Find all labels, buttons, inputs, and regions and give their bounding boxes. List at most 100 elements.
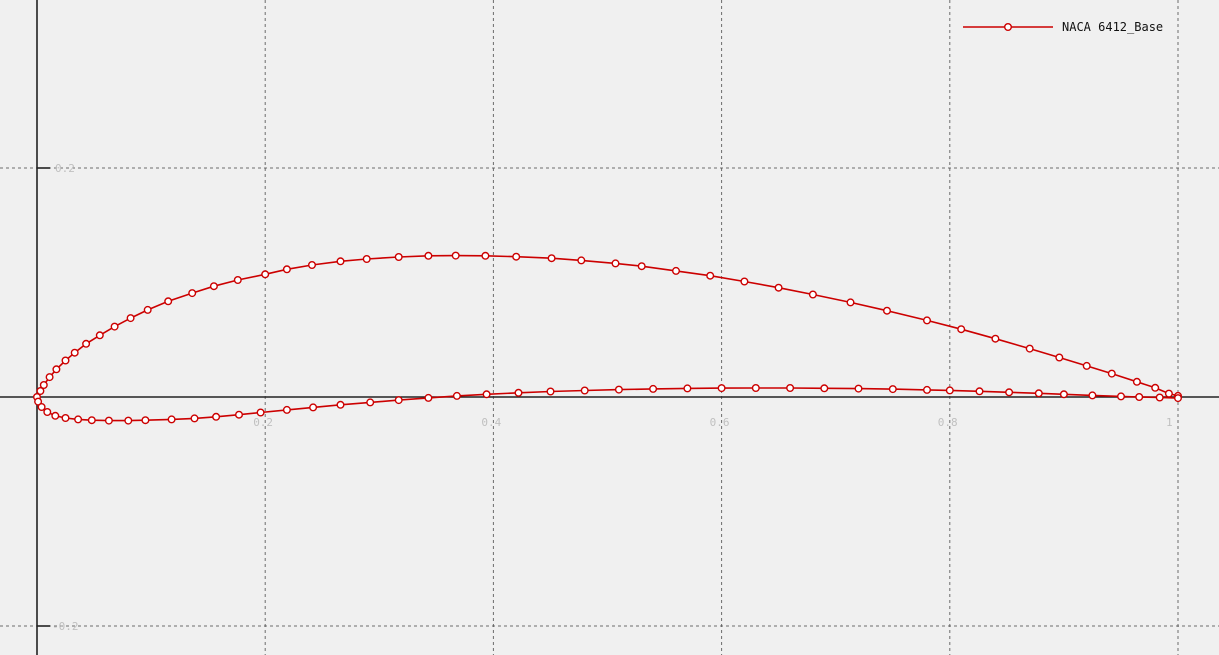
y-tick-label: -0.2	[52, 620, 79, 633]
data-point	[234, 410, 243, 419]
data-point	[577, 256, 586, 265]
data-point	[514, 388, 523, 397]
data-point	[1151, 383, 1160, 392]
data-point	[1116, 392, 1125, 401]
data-point	[481, 251, 490, 260]
data-point	[740, 277, 749, 286]
data-point	[45, 373, 54, 382]
data-point	[774, 283, 783, 292]
data-point	[512, 252, 521, 261]
data-point	[945, 386, 954, 395]
data-point	[209, 282, 218, 291]
data-point	[52, 365, 61, 374]
data-point	[547, 254, 556, 263]
series-layer	[33, 251, 1182, 425]
data-point	[637, 262, 646, 271]
data-point	[167, 415, 176, 424]
data-point	[786, 384, 795, 393]
data-point	[1173, 394, 1182, 403]
data-point	[482, 390, 491, 399]
data-point	[261, 270, 270, 279]
data-point	[61, 356, 70, 365]
data-point	[82, 339, 91, 348]
data-point	[706, 271, 715, 280]
data-point	[580, 386, 589, 395]
data-point	[104, 416, 113, 425]
data-point	[95, 331, 104, 340]
data-point	[1055, 353, 1064, 362]
data-point	[74, 415, 83, 424]
data-point	[717, 384, 726, 393]
data-point	[424, 251, 433, 260]
data-point	[424, 393, 433, 402]
data-point	[751, 384, 760, 393]
x-tick-label: 0.8	[938, 416, 958, 429]
data-point	[366, 398, 375, 407]
x-tick-label: 0.4	[481, 416, 501, 429]
data-point	[975, 387, 984, 396]
data-point	[233, 276, 242, 285]
legend: NACA 6412_Base	[963, 20, 1163, 34]
data-point	[51, 411, 60, 420]
data-point	[451, 251, 460, 260]
data-point	[34, 397, 43, 406]
data-point	[336, 257, 345, 266]
data-point	[110, 322, 119, 331]
data-point	[1164, 389, 1173, 398]
data-point	[308, 261, 317, 270]
data-point	[336, 400, 345, 409]
data-point	[883, 306, 892, 315]
data-point	[1135, 393, 1144, 402]
data-point	[39, 381, 48, 390]
data-point	[957, 325, 966, 334]
data-point	[394, 252, 403, 261]
data-point	[683, 384, 692, 393]
data-point	[36, 387, 45, 396]
legend-marker	[1004, 23, 1013, 32]
data-point	[808, 290, 817, 299]
data-point	[888, 385, 897, 394]
data-point	[362, 254, 371, 263]
data-point	[611, 259, 620, 268]
data-point	[143, 305, 152, 314]
series-line	[36, 254, 1179, 422]
data-point	[546, 387, 555, 396]
data-point	[1034, 389, 1043, 398]
data-point	[282, 265, 291, 274]
data-point	[124, 416, 133, 425]
data-point	[614, 385, 623, 394]
data-point	[846, 298, 855, 307]
data-point	[1025, 344, 1034, 353]
data-point	[164, 297, 173, 306]
x-tick-label: 0.2	[253, 416, 273, 429]
data-point	[126, 314, 135, 323]
data-point	[649, 384, 658, 393]
x-tick-label: 0.6	[710, 416, 730, 429]
data-point	[43, 408, 52, 417]
legend-label: NACA 6412_Base	[1062, 20, 1163, 34]
data-point	[991, 334, 1000, 343]
data-point	[1059, 390, 1068, 399]
data-point	[141, 416, 150, 425]
data-point	[820, 384, 829, 393]
data-point	[923, 385, 932, 394]
data-point	[309, 403, 318, 412]
data-point	[1107, 369, 1116, 378]
data-point	[1082, 361, 1091, 370]
data-point	[452, 391, 461, 400]
data-point	[1132, 377, 1141, 386]
data-point	[1155, 393, 1164, 402]
x-tick-label: 1	[1166, 416, 1173, 429]
data-point	[87, 416, 96, 425]
data-point	[672, 266, 681, 275]
data-point	[282, 405, 291, 414]
data-point	[190, 414, 199, 423]
data-point	[854, 384, 863, 393]
data-point	[212, 412, 221, 421]
data-point	[256, 408, 265, 417]
data-point	[37, 403, 46, 412]
data-point	[1005, 388, 1014, 397]
